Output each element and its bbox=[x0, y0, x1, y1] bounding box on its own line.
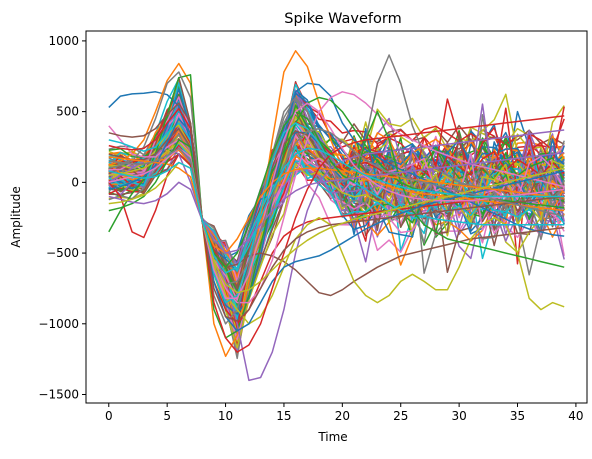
x-axis-label: Time bbox=[317, 430, 347, 444]
x-axis: 0 5 10 15 20 25 30 35 40 bbox=[105, 403, 584, 423]
y-axis-label: Amplitude bbox=[9, 186, 23, 248]
spike-series-line bbox=[108, 91, 565, 304]
y-tick-label: 0 bbox=[71, 175, 79, 189]
spike-series-line bbox=[108, 120, 565, 329]
spike-series-line bbox=[108, 118, 565, 267]
spike-series-line bbox=[108, 127, 565, 285]
y-tick-label: 1000 bbox=[48, 34, 79, 48]
y-tick-label: −1000 bbox=[38, 317, 79, 331]
x-tick-label: 25 bbox=[393, 409, 408, 423]
spike-series-line bbox=[108, 108, 565, 353]
x-tick-label: 0 bbox=[105, 409, 113, 423]
plot-area bbox=[108, 50, 565, 382]
spike-series-line bbox=[108, 82, 565, 315]
spike-series-line bbox=[108, 82, 565, 310]
y-tick-label: 500 bbox=[56, 105, 79, 119]
spike-series-line bbox=[108, 147, 565, 274]
x-tick-label: 15 bbox=[276, 409, 291, 423]
spike-series-line bbox=[108, 151, 565, 254]
spike-series-line bbox=[108, 156, 565, 254]
y-tick-label: −500 bbox=[46, 246, 79, 260]
spike-series-line bbox=[108, 127, 565, 297]
x-tick-label: 10 bbox=[218, 409, 233, 423]
x-tick-label: 5 bbox=[163, 409, 171, 423]
spike-series-line bbox=[108, 129, 565, 382]
chart-title: Spike Waveform bbox=[284, 11, 401, 27]
y-axis: −1500 −1000 −500 0 500 1000 bbox=[38, 34, 86, 402]
spike-series-line bbox=[108, 142, 565, 287]
x-tick-label: 30 bbox=[451, 409, 466, 423]
spike-series-line bbox=[108, 124, 565, 349]
y-tick-label: −1500 bbox=[38, 388, 79, 402]
x-tick-label: 40 bbox=[568, 409, 583, 423]
spike-series-line bbox=[108, 110, 565, 268]
x-tick-label: 35 bbox=[510, 409, 525, 423]
spike-series-line bbox=[108, 102, 565, 322]
spike-series-line bbox=[108, 50, 565, 358]
x-tick-label: 20 bbox=[335, 409, 350, 423]
axes-frame bbox=[85, 30, 588, 404]
spike-series-line bbox=[108, 141, 565, 325]
